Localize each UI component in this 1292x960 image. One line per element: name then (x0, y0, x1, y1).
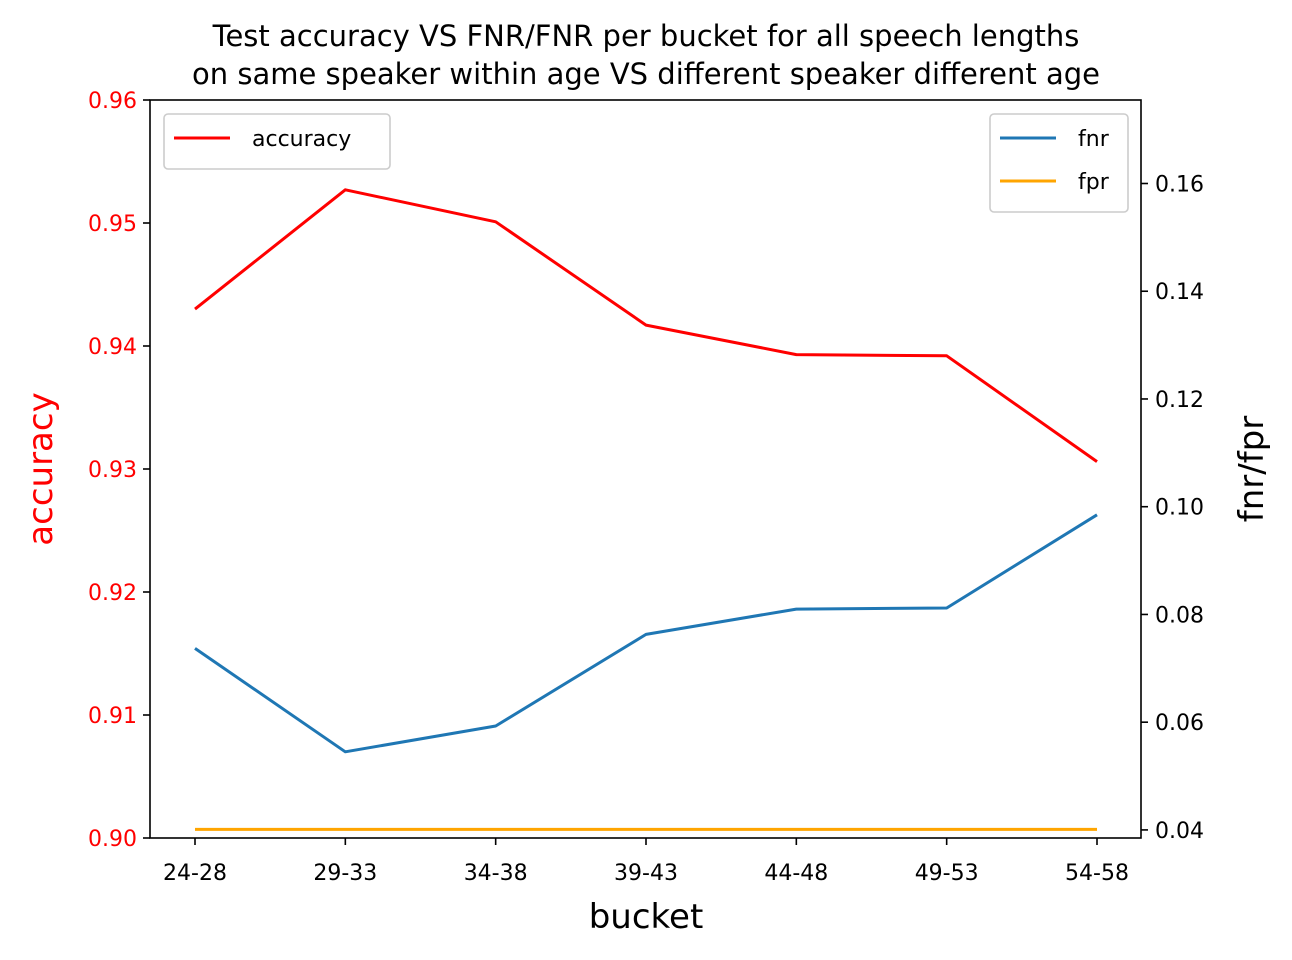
chart-title: Test accuracy VS FNR/FNR per bucket for … (192, 19, 1100, 91)
x-tick-label: 29-33 (313, 861, 377, 886)
left-tick-label: 0.91 (88, 704, 137, 729)
left-tick-label: 0.95 (88, 212, 137, 237)
left-y-axis: 0.90 0.91 0.92 0.93 0.94 0.95 0.96 (88, 89, 150, 852)
x-tick-label: 44-48 (764, 861, 828, 886)
legend-label-fnr: fnr (1078, 127, 1110, 152)
x-tick-label: 34-38 (464, 861, 528, 886)
x-tick-label: 49-53 (915, 861, 979, 886)
right-tick-label: 0.14 (1155, 280, 1204, 305)
left-tick-label: 0.90 (88, 827, 137, 852)
right-y-axis: 0.04 0.06 0.08 0.10 0.12 0.14 0.16 (1141, 172, 1204, 843)
legend-accuracy: accuracy (164, 114, 390, 169)
right-tick-label: 0.10 (1155, 496, 1204, 521)
x-axis: 24-28 29-33 34-38 39-43 44-48 49-53 54-58 (163, 838, 1129, 886)
left-tick-label: 0.96 (88, 89, 137, 114)
left-tick-label: 0.94 (88, 335, 137, 360)
x-tick-label: 54-58 (1065, 861, 1129, 886)
right-tick-label: 0.04 (1155, 819, 1204, 844)
x-tick-label: 39-43 (614, 861, 678, 886)
left-tick-label: 0.93 (88, 458, 137, 483)
x-tick-label: 24-28 (163, 861, 227, 886)
plot-layer (195, 190, 1097, 830)
right-tick-label: 0.16 (1155, 172, 1204, 197)
left-y-axis-label: accuracy (21, 392, 61, 545)
right-y-axis-label: fnr/fpr (1232, 416, 1272, 523)
legend-label-accuracy: accuracy (252, 127, 351, 152)
right-tick-label: 0.12 (1155, 388, 1204, 413)
chart-title-line-1: Test accuracy VS FNR/FNR per bucket for … (212, 19, 1080, 53)
x-axis-label: bucket (589, 897, 704, 937)
left-tick-label: 0.92 (88, 581, 137, 606)
legend-label-fpr: fpr (1078, 170, 1110, 195)
series-line-fnr (195, 515, 1097, 752)
right-tick-label: 0.06 (1155, 711, 1204, 736)
right-tick-label: 0.08 (1155, 603, 1204, 628)
legend-fnr-fpr: fnr fpr (990, 114, 1128, 212)
series-line-accuracy (195, 190, 1097, 462)
chart-title-line-2: on same speaker within age VS different … (192, 57, 1100, 91)
